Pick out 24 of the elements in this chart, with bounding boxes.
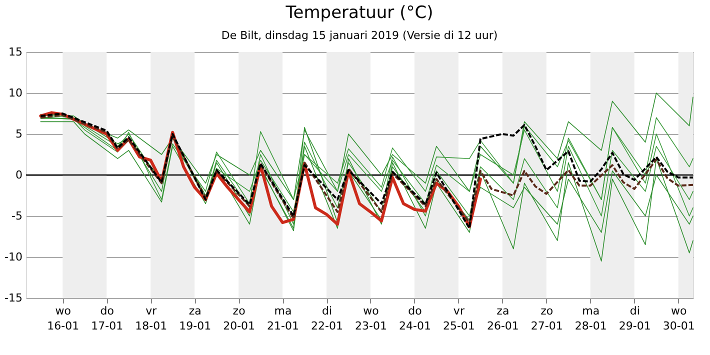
x-tick-label: di 22-01 xyxy=(311,304,343,332)
y-tick-label: 5 xyxy=(16,128,22,140)
x-tick-label: do 17-01 xyxy=(91,304,124,332)
x-tick-label: ma 28-01 xyxy=(574,304,607,332)
y-tick-label: 0 xyxy=(16,168,22,182)
y-tick-label: 15 xyxy=(8,46,22,58)
chart-subtitle: De Bilt, dinsdag 15 januari 2019 (Versie di 12 uur) xyxy=(221,29,498,42)
x-tick-label: do 24-01 xyxy=(398,304,431,332)
y-tick-label: -10 xyxy=(4,250,22,264)
x-tick-label: wo 30-01 xyxy=(662,304,695,332)
x-tick-label: zo 27-01 xyxy=(530,304,563,332)
x-tick-label: wo 23-01 xyxy=(355,304,387,332)
x-tick-label: za 26-01 xyxy=(486,304,519,332)
y-tick-label: -15 xyxy=(4,292,22,304)
x-tick-label: ma 21-01 xyxy=(267,304,300,332)
x-tick-label: vr 25-01 xyxy=(442,304,475,332)
x-tick-label: wo 16-01 xyxy=(47,304,80,332)
y-tick-label: -5 xyxy=(12,210,22,222)
x-tick-label: vr 18-01 xyxy=(135,304,168,332)
x-tick-label: za 19-01 xyxy=(179,304,212,332)
x-tick-label: zo 20-01 xyxy=(223,304,256,332)
chart-title: Temperatuur (°C) xyxy=(284,3,434,23)
y-tick-label: 10 xyxy=(8,86,22,100)
x-tick-label: di 29-01 xyxy=(618,304,651,332)
